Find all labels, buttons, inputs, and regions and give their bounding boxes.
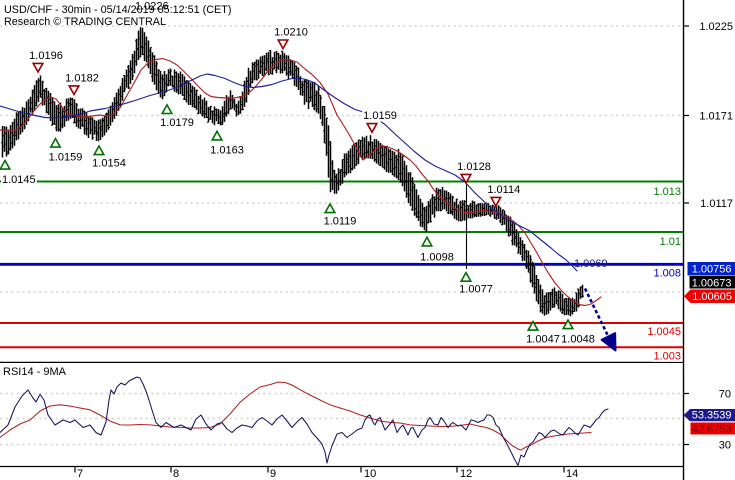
svg-text:1.0119: 1.0119 [324, 216, 357, 228]
svg-text:8: 8 [173, 468, 179, 480]
svg-text:53.3539: 53.3539 [692, 410, 732, 422]
svg-text:1.0226: 1.0226 [135, 1, 169, 13]
svg-text:1.0114: 1.0114 [487, 184, 520, 196]
svg-text:10: 10 [364, 468, 376, 480]
svg-text:1.0159: 1.0159 [49, 152, 83, 164]
svg-text:1.0171: 1.0171 [699, 111, 733, 123]
svg-text:30: 30 [719, 440, 731, 452]
svg-text:12: 12 [460, 468, 472, 480]
svg-text:1.0048: 1.0048 [561, 334, 595, 346]
svg-text:1.0182: 1.0182 [65, 72, 99, 84]
svg-text:1.003: 1.003 [653, 350, 681, 362]
svg-text:Research © TRADING CENTRAL: Research © TRADING CENTRAL [4, 16, 166, 28]
svg-text:USD/CHF - 30min - 05/14/2019 0: USD/CHF - 30min - 05/14/2019 05:12:51 (C… [4, 4, 231, 16]
svg-text:1.0047: 1.0047 [526, 334, 560, 346]
svg-text:1.00673: 1.00673 [692, 277, 732, 289]
svg-text:1.0159: 1.0159 [363, 110, 397, 122]
svg-text:1.008: 1.008 [653, 268, 681, 280]
svg-text:1.0117: 1.0117 [700, 198, 733, 210]
svg-text:1.0154: 1.0154 [92, 158, 126, 170]
svg-text:1.0077: 1.0077 [459, 284, 493, 296]
svg-text:7: 7 [77, 468, 83, 480]
svg-text:RSI14 - 9MA: RSI14 - 9MA [3, 366, 67, 378]
svg-text:42.6753: 42.6753 [692, 424, 732, 436]
svg-text:1.0069: 1.0069 [574, 258, 608, 270]
svg-text:1.0179: 1.0179 [160, 117, 194, 129]
svg-text:70: 70 [719, 389, 731, 401]
svg-text:1.00756: 1.00756 [692, 264, 732, 276]
svg-text:1.0098: 1.0098 [420, 252, 454, 264]
svg-text:1.0210: 1.0210 [274, 27, 308, 39]
svg-text:1.0045: 1.0045 [647, 326, 681, 338]
svg-text:1.01: 1.01 [660, 236, 681, 248]
svg-text:1.0225: 1.0225 [699, 21, 733, 33]
svg-text:1.0196: 1.0196 [29, 50, 63, 62]
svg-text:14: 14 [566, 468, 578, 480]
svg-text:1.0145: 1.0145 [2, 174, 36, 186]
svg-text:1.0163: 1.0163 [210, 145, 244, 157]
svg-text:1.00605: 1.00605 [692, 291, 732, 303]
svg-text:9: 9 [270, 468, 276, 480]
svg-text:1.0128: 1.0128 [457, 161, 491, 173]
svg-text:1.013: 1.013 [653, 186, 681, 198]
